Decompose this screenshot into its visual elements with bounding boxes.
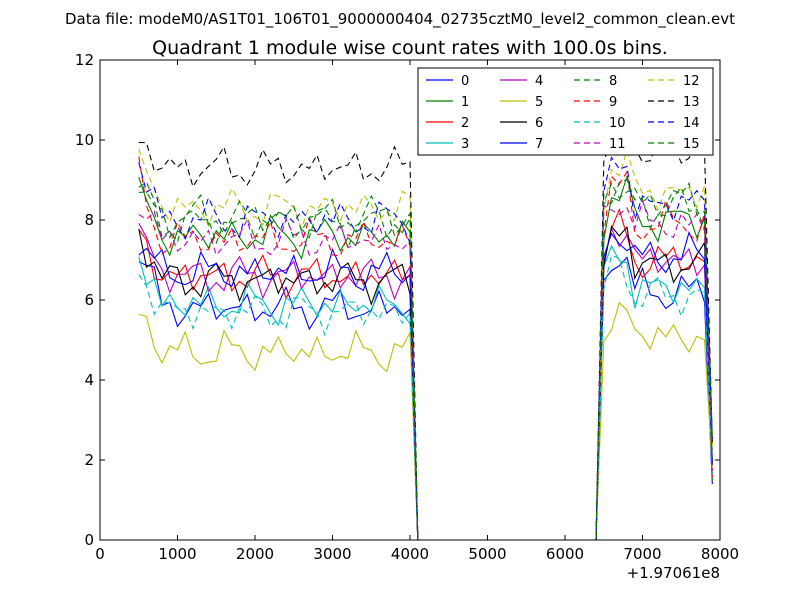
x-tick-label: 0 xyxy=(95,545,105,563)
series-line-7 xyxy=(138,230,713,541)
y-tick-label: 2 xyxy=(84,451,94,469)
y-tick-label: 4 xyxy=(84,371,94,389)
legend-label-9: 9 xyxy=(609,95,617,110)
legend-label-2: 2 xyxy=(461,116,469,131)
x-tick-label: 2000 xyxy=(236,545,274,563)
plot-lines xyxy=(138,112,713,541)
series-line-9 xyxy=(138,156,713,541)
legend-label-8: 8 xyxy=(609,74,617,89)
legend-label-11: 11 xyxy=(609,137,626,152)
legend-box xyxy=(417,67,714,156)
series-line-13 xyxy=(138,112,713,541)
series-line-2 xyxy=(138,208,713,541)
series-line-1 xyxy=(138,174,713,541)
legend-label-13: 13 xyxy=(683,95,700,110)
y-tick-label: 10 xyxy=(75,131,94,149)
legend-label-6: 6 xyxy=(535,116,543,131)
series-line-5 xyxy=(138,301,713,541)
x-tick-label: 5000 xyxy=(468,545,506,563)
legend-label-10: 10 xyxy=(609,116,626,131)
series-line-14 xyxy=(138,156,713,541)
legend-label-12: 12 xyxy=(683,74,700,89)
series-line-10 xyxy=(138,254,713,541)
legend-label-4: 4 xyxy=(535,74,543,89)
series-line-6 xyxy=(138,225,713,541)
axes: 0 1000 2000 3000 4000 5000 6000 7000 80000246810… xyxy=(75,51,739,563)
x-tick-label: 6000 xyxy=(546,545,584,563)
x-tick-label: 8000 xyxy=(701,545,739,563)
legend-label-15: 15 xyxy=(683,137,700,152)
y-tick-label: 8 xyxy=(84,211,94,229)
x-offset-label: +1.97061e8 xyxy=(627,564,720,582)
chart-title: Quadrant 1 module wise count rates with … xyxy=(152,37,668,59)
y-tick-label: 6 xyxy=(84,291,94,309)
y-tick-label: 0 xyxy=(84,531,94,549)
x-tick-label: 3000 xyxy=(313,545,351,563)
series-line-11 xyxy=(138,199,713,541)
series-line-3 xyxy=(138,244,713,541)
x-tick-label: 7000 xyxy=(623,545,661,563)
y-tick-label: 12 xyxy=(75,51,94,69)
series-line-0 xyxy=(138,256,713,541)
x-tick-label: 4000 xyxy=(391,545,429,563)
legend-label-14: 14 xyxy=(683,116,700,131)
legend-label-3: 3 xyxy=(461,137,469,152)
series-line-12 xyxy=(138,148,713,541)
series-line-15 xyxy=(138,182,713,541)
legend-label-0: 0 xyxy=(461,74,469,89)
legend-label-7: 7 xyxy=(535,137,543,152)
series-line-8 xyxy=(138,178,713,541)
legend-label-1: 1 xyxy=(461,95,469,110)
chart-suptitle: Data file: modeM0/AS1T01_106T01_90000004… xyxy=(65,10,735,29)
legend-label-5: 5 xyxy=(535,95,543,110)
x-tick-label: 1000 xyxy=(158,545,196,563)
series-line-4 xyxy=(138,223,713,541)
